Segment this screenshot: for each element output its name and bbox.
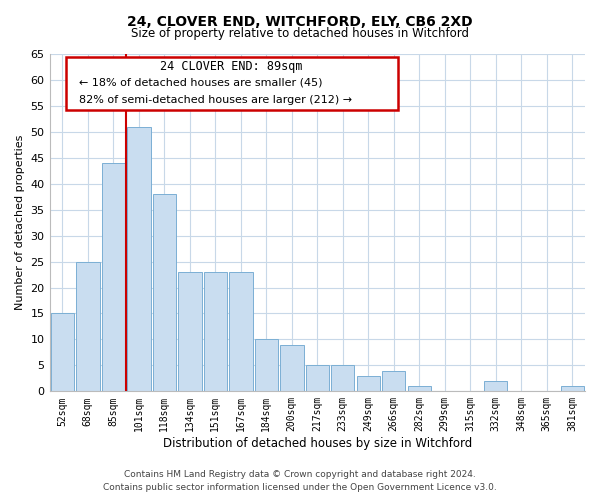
Bar [101,163,125,392]
Bar [152,194,176,392]
Bar [50,314,74,392]
Bar [203,272,227,392]
Bar [305,366,329,392]
Bar [127,126,151,392]
Bar [484,381,508,392]
Bar [356,376,380,392]
Bar [331,366,355,392]
Bar [382,370,406,392]
Bar [229,272,253,392]
Text: 24, CLOVER END, WITCHFORD, ELY, CB6 2XD: 24, CLOVER END, WITCHFORD, ELY, CB6 2XD [127,15,473,29]
FancyBboxPatch shape [65,58,398,110]
Text: 82% of semi-detached houses are larger (212) →: 82% of semi-detached houses are larger (… [79,95,352,105]
Bar [254,340,278,392]
X-axis label: Distribution of detached houses by size in Witchford: Distribution of detached houses by size … [163,437,472,450]
Text: 24 CLOVER END: 89sqm: 24 CLOVER END: 89sqm [160,60,303,74]
Bar [407,386,431,392]
Text: Size of property relative to detached houses in Witchford: Size of property relative to detached ho… [131,28,469,40]
Bar [560,386,584,392]
Bar [280,344,304,392]
Bar [76,262,100,392]
Bar [178,272,202,392]
Text: Contains HM Land Registry data © Crown copyright and database right 2024.
Contai: Contains HM Land Registry data © Crown c… [103,470,497,492]
Text: ← 18% of detached houses are smaller (45): ← 18% of detached houses are smaller (45… [79,78,322,88]
Y-axis label: Number of detached properties: Number of detached properties [15,135,25,310]
